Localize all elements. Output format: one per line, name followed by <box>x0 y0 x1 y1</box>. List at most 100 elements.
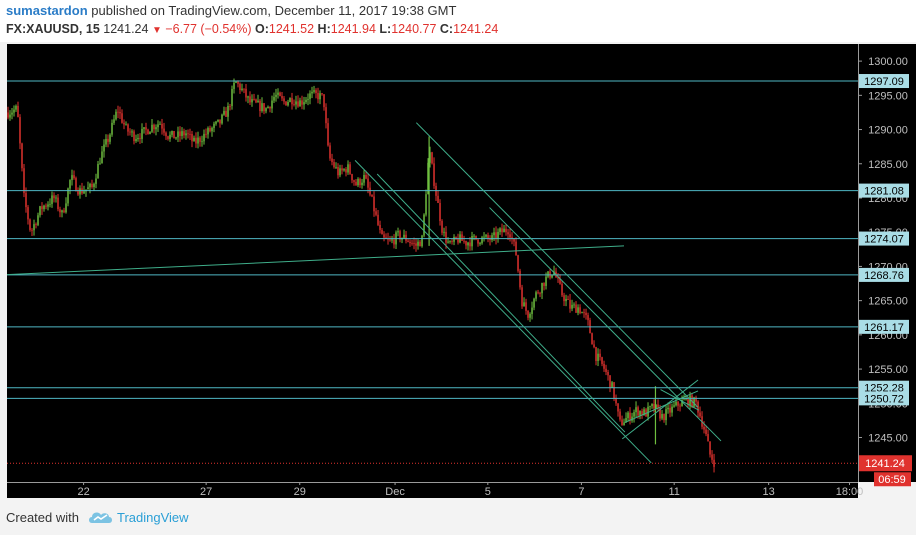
price-chart[interactable]: 1245.001250.001255.001260.001265.001270.… <box>0 42 916 500</box>
x-tick-label: 11 <box>668 486 679 498</box>
candle-body <box>27 207 29 220</box>
candle-body <box>169 134 171 139</box>
candle-body <box>313 90 315 92</box>
candle-body <box>149 131 151 135</box>
candle-body <box>455 236 457 239</box>
candle-body <box>509 234 511 238</box>
last-price-label: 1241.24 06:59 <box>859 455 912 487</box>
candle-body <box>271 100 273 109</box>
candle-body <box>441 220 443 233</box>
trend-line <box>624 390 699 423</box>
x-tick-labels: 22 27 29 Dec 5 7 11 13 18:00 <box>77 482 863 498</box>
symbol-name[interactable]: FX:XAUUSD, 15 <box>6 22 100 36</box>
candle-body <box>233 82 235 89</box>
candle-body <box>263 103 265 112</box>
candle-body <box>483 236 485 238</box>
plot-area[interactable] <box>7 44 858 482</box>
candle-body <box>631 416 633 421</box>
candle-body <box>457 238 459 243</box>
x-tick-label: Dec <box>385 486 405 498</box>
candle-body <box>95 178 97 184</box>
candle-body <box>521 287 523 307</box>
candle-body <box>673 405 675 407</box>
x-tick-label: 5 <box>485 486 491 498</box>
high-value: 1241.94 <box>330 22 376 36</box>
candle-body <box>415 243 417 246</box>
candle-body <box>495 232 497 239</box>
candle-body <box>617 403 619 412</box>
candle-body <box>371 194 373 197</box>
candle-body <box>207 128 209 135</box>
x-tick-label: 13 <box>763 486 775 498</box>
candle-body <box>331 158 333 163</box>
candle-body <box>165 132 167 137</box>
candle-body <box>583 312 585 314</box>
candle-body <box>703 426 705 430</box>
candle-body <box>317 93 319 100</box>
candle-body <box>659 407 661 419</box>
candle-body <box>315 90 317 94</box>
candle-body <box>93 183 95 188</box>
author-link[interactable]: sumastardon <box>6 3 88 18</box>
candle-body <box>259 100 261 112</box>
candle-body <box>113 119 115 123</box>
horizontal-levels <box>7 80 858 399</box>
candle-body <box>397 231 399 233</box>
candle-body <box>525 302 527 311</box>
candle-body <box>681 399 683 407</box>
candle-body <box>147 129 149 135</box>
candle-body <box>651 404 653 407</box>
candle-body <box>217 119 219 122</box>
candle-body <box>383 234 385 238</box>
candle-body <box>427 162 429 195</box>
candle-body <box>11 112 13 115</box>
candle-body <box>453 236 455 242</box>
candle-body <box>117 111 119 113</box>
tradingview-link[interactable]: TradingView <box>117 510 189 525</box>
candle-body <box>475 235 477 240</box>
candle-body <box>139 137 141 139</box>
candle-body <box>657 404 659 408</box>
candle-body <box>47 204 49 207</box>
candle-body <box>277 92 279 95</box>
candle-body <box>567 298 569 300</box>
candle-body <box>101 151 103 164</box>
trend-line <box>415 122 699 408</box>
candle-body <box>191 133 193 142</box>
level-label: 1250.72 <box>864 393 904 405</box>
price-axis[interactable] <box>858 44 916 482</box>
candle-body <box>303 102 305 105</box>
candle-body <box>523 302 525 307</box>
candle-body <box>367 178 369 188</box>
candle-body <box>41 206 43 210</box>
symbol-line: FX:XAUUSD, 15 1241.24 ▼ −6.77 (−0.54%) O… <box>6 22 498 36</box>
level-label-box <box>859 391 909 406</box>
candle-body <box>255 99 257 103</box>
candle-body <box>625 418 627 423</box>
candle-body <box>115 111 117 120</box>
candle-body <box>653 404 655 409</box>
countdown-box <box>874 472 911 487</box>
candle-body <box>379 224 381 230</box>
candle-body <box>693 397 695 407</box>
tradingview-cloud-icon[interactable] <box>88 509 114 525</box>
y-tick-label: 1245.00 <box>868 433 908 445</box>
candle-body <box>429 152 431 163</box>
candle-body <box>527 310 529 318</box>
candle-body <box>627 412 629 419</box>
candle-body <box>213 123 215 128</box>
candle-body <box>121 113 123 123</box>
candle-body <box>237 81 239 84</box>
candle-body <box>641 411 643 416</box>
candle-body <box>193 137 195 142</box>
time-axis[interactable] <box>7 482 858 498</box>
candle-body <box>327 123 329 146</box>
x-tick-label: 18:00 <box>836 486 864 498</box>
candle-body <box>137 137 139 140</box>
candle-body <box>341 168 343 171</box>
candle-body <box>469 242 471 247</box>
candle-body <box>533 298 535 308</box>
candle-body <box>19 117 21 144</box>
open-value: 1241.52 <box>268 22 315 36</box>
candle-body <box>557 277 559 279</box>
